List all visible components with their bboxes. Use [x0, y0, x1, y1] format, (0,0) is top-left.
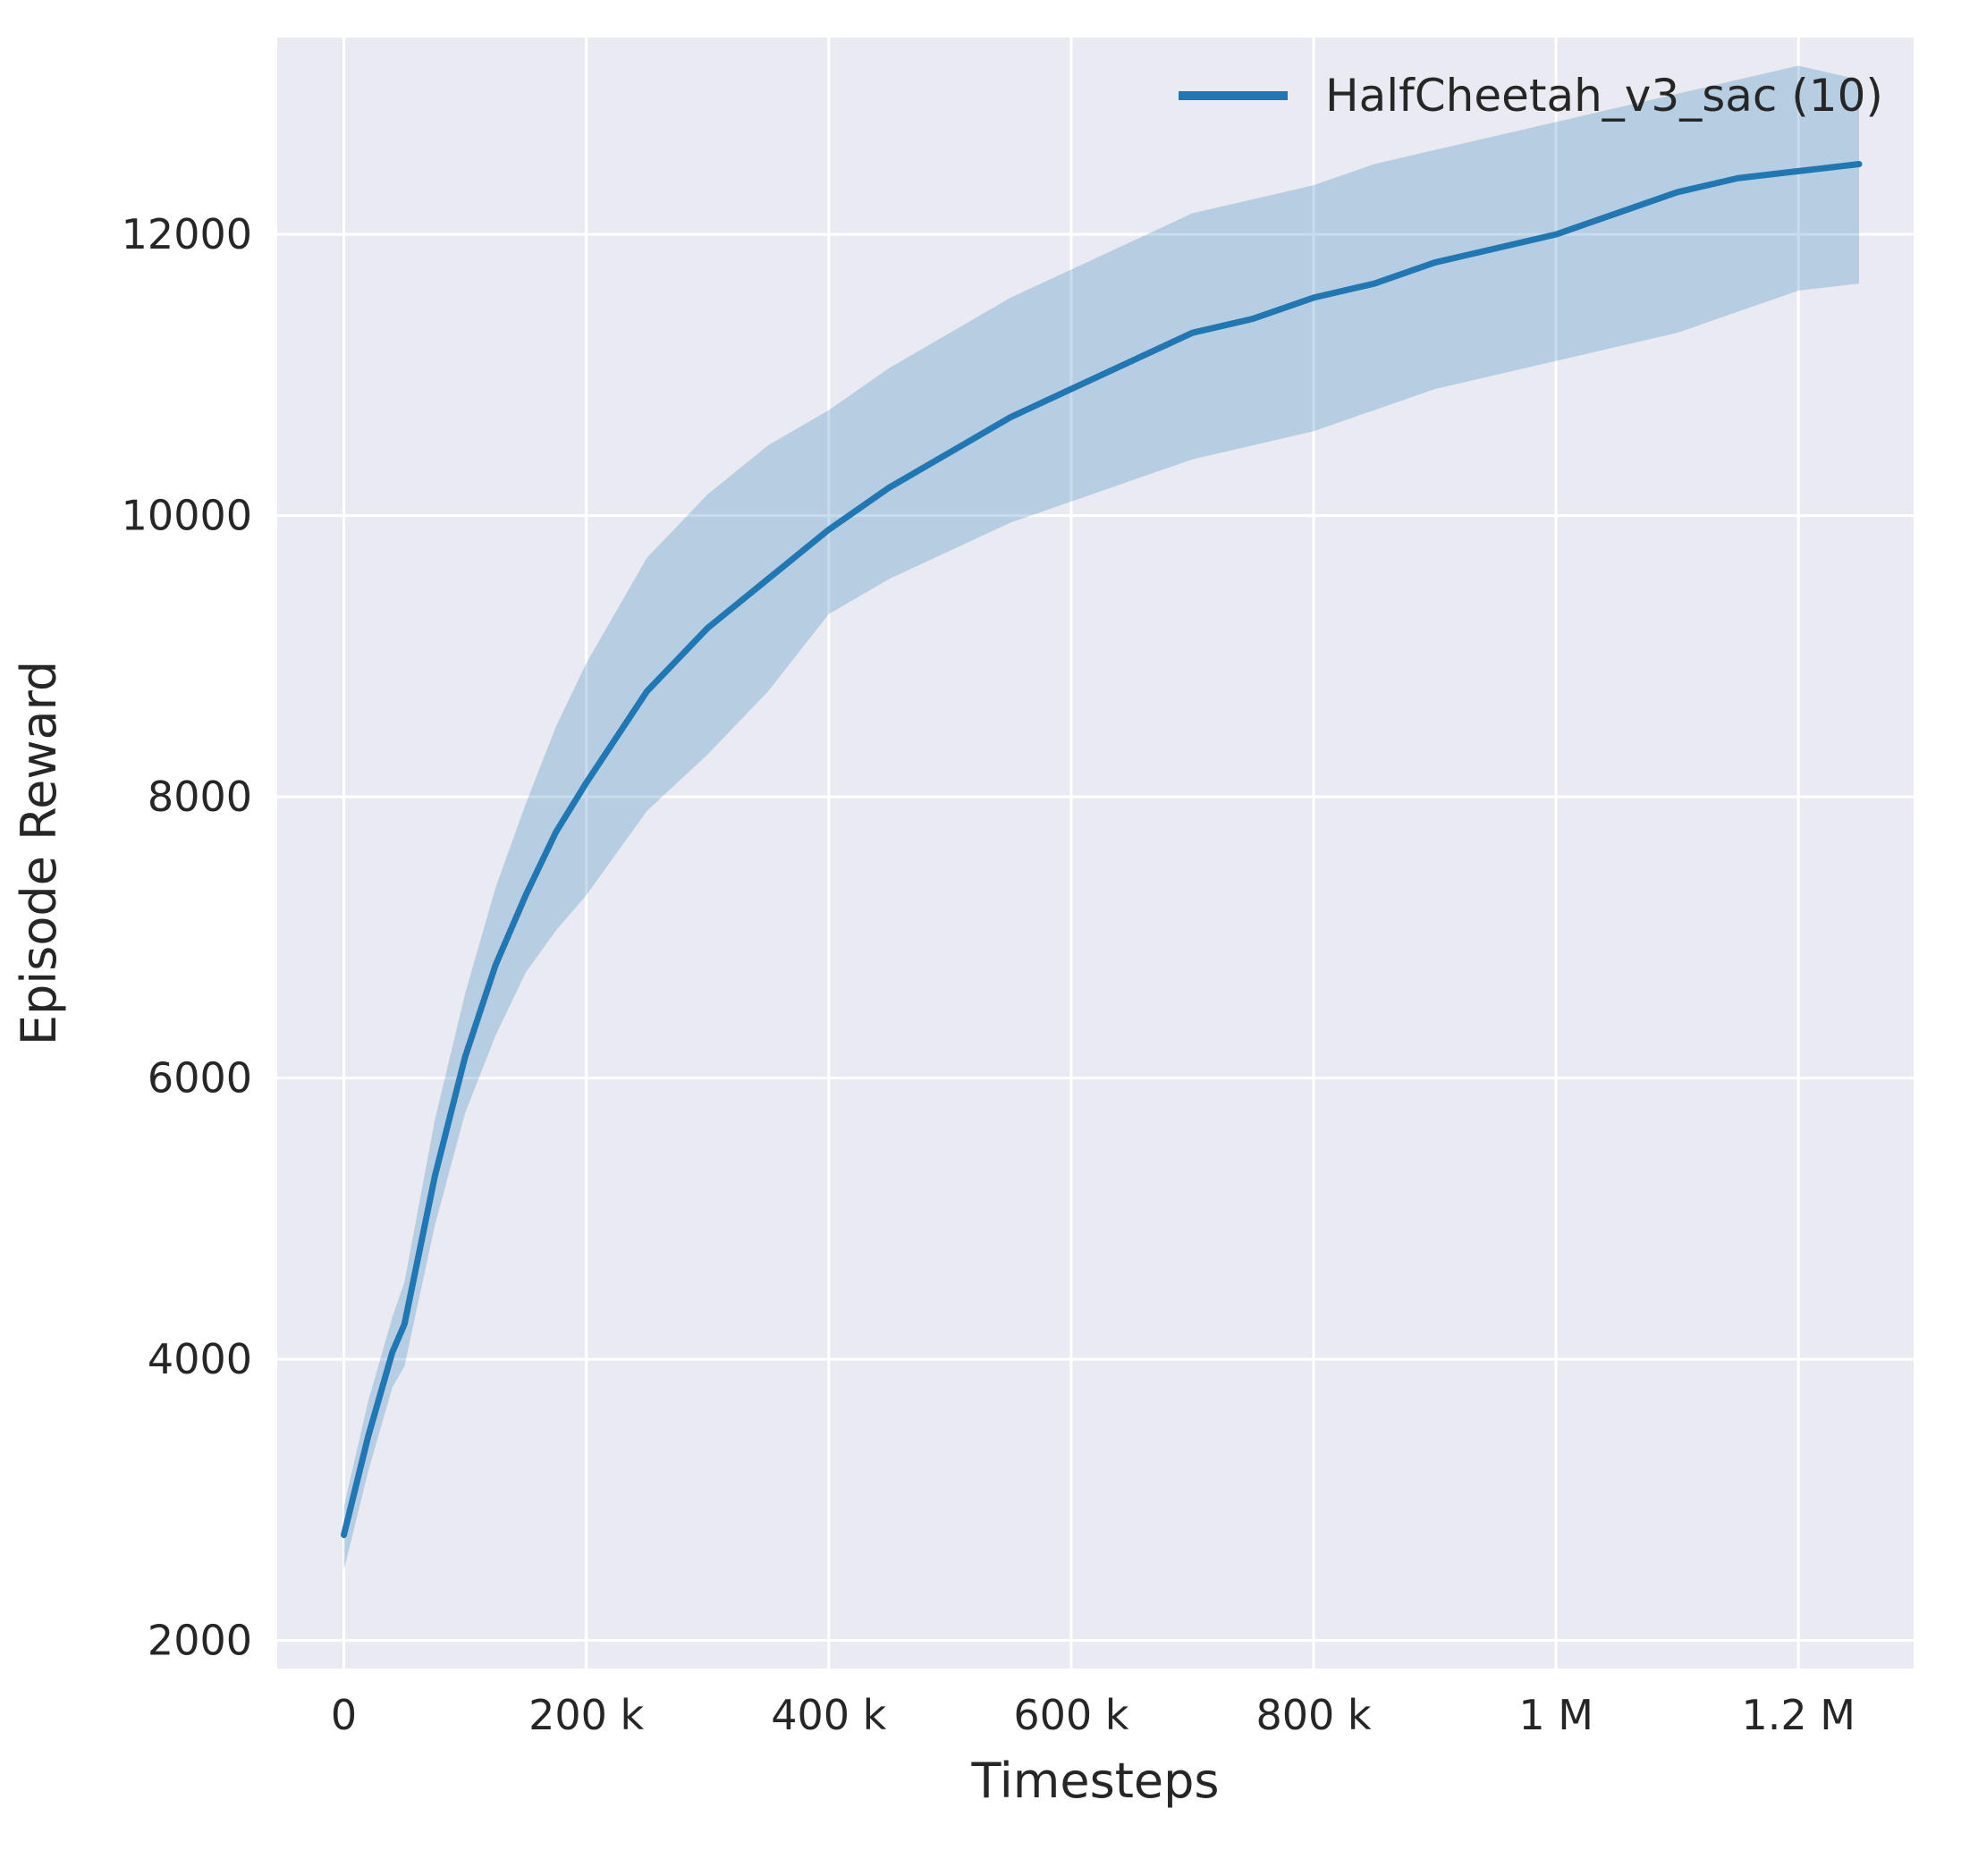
- confidence-band: [343, 65, 1859, 1570]
- y-tick-label: 4000: [148, 1335, 252, 1383]
- y-tick-label: 10000: [122, 492, 252, 540]
- x-tick-label: 400 k: [771, 1691, 886, 1739]
- x-axis-label: Timesteps: [970, 1753, 1219, 1809]
- x-tick-label: 200 k: [528, 1691, 644, 1739]
- plot-area: 0 200 k 400 k 600 k 800 k 1 M 1.2 M 2000 4000 600…: [122, 38, 1914, 1739]
- x-tick-label: 800 k: [1255, 1691, 1371, 1739]
- y-tick-label: 2000: [148, 1617, 252, 1665]
- legend-label: HalfCheetah_v3_sac (10): [1325, 70, 1883, 122]
- y-tick-label: 8000: [148, 773, 252, 821]
- x-tick-label: 600 k: [1013, 1691, 1128, 1739]
- x-tick-label: 0: [331, 1691, 357, 1739]
- y-tick-label: 12000: [122, 210, 252, 258]
- legend: HalfCheetah_v3_sac (10): [1179, 70, 1883, 122]
- plot-background: [277, 38, 1914, 1669]
- y-axis-label: Episode Reward: [11, 661, 67, 1045]
- mean-line: [341, 161, 1863, 1539]
- x-tick-label: 1 M: [1518, 1691, 1593, 1739]
- y-tick-label: 6000: [148, 1054, 252, 1103]
- x-tick-label: 1.2 M: [1741, 1691, 1855, 1739]
